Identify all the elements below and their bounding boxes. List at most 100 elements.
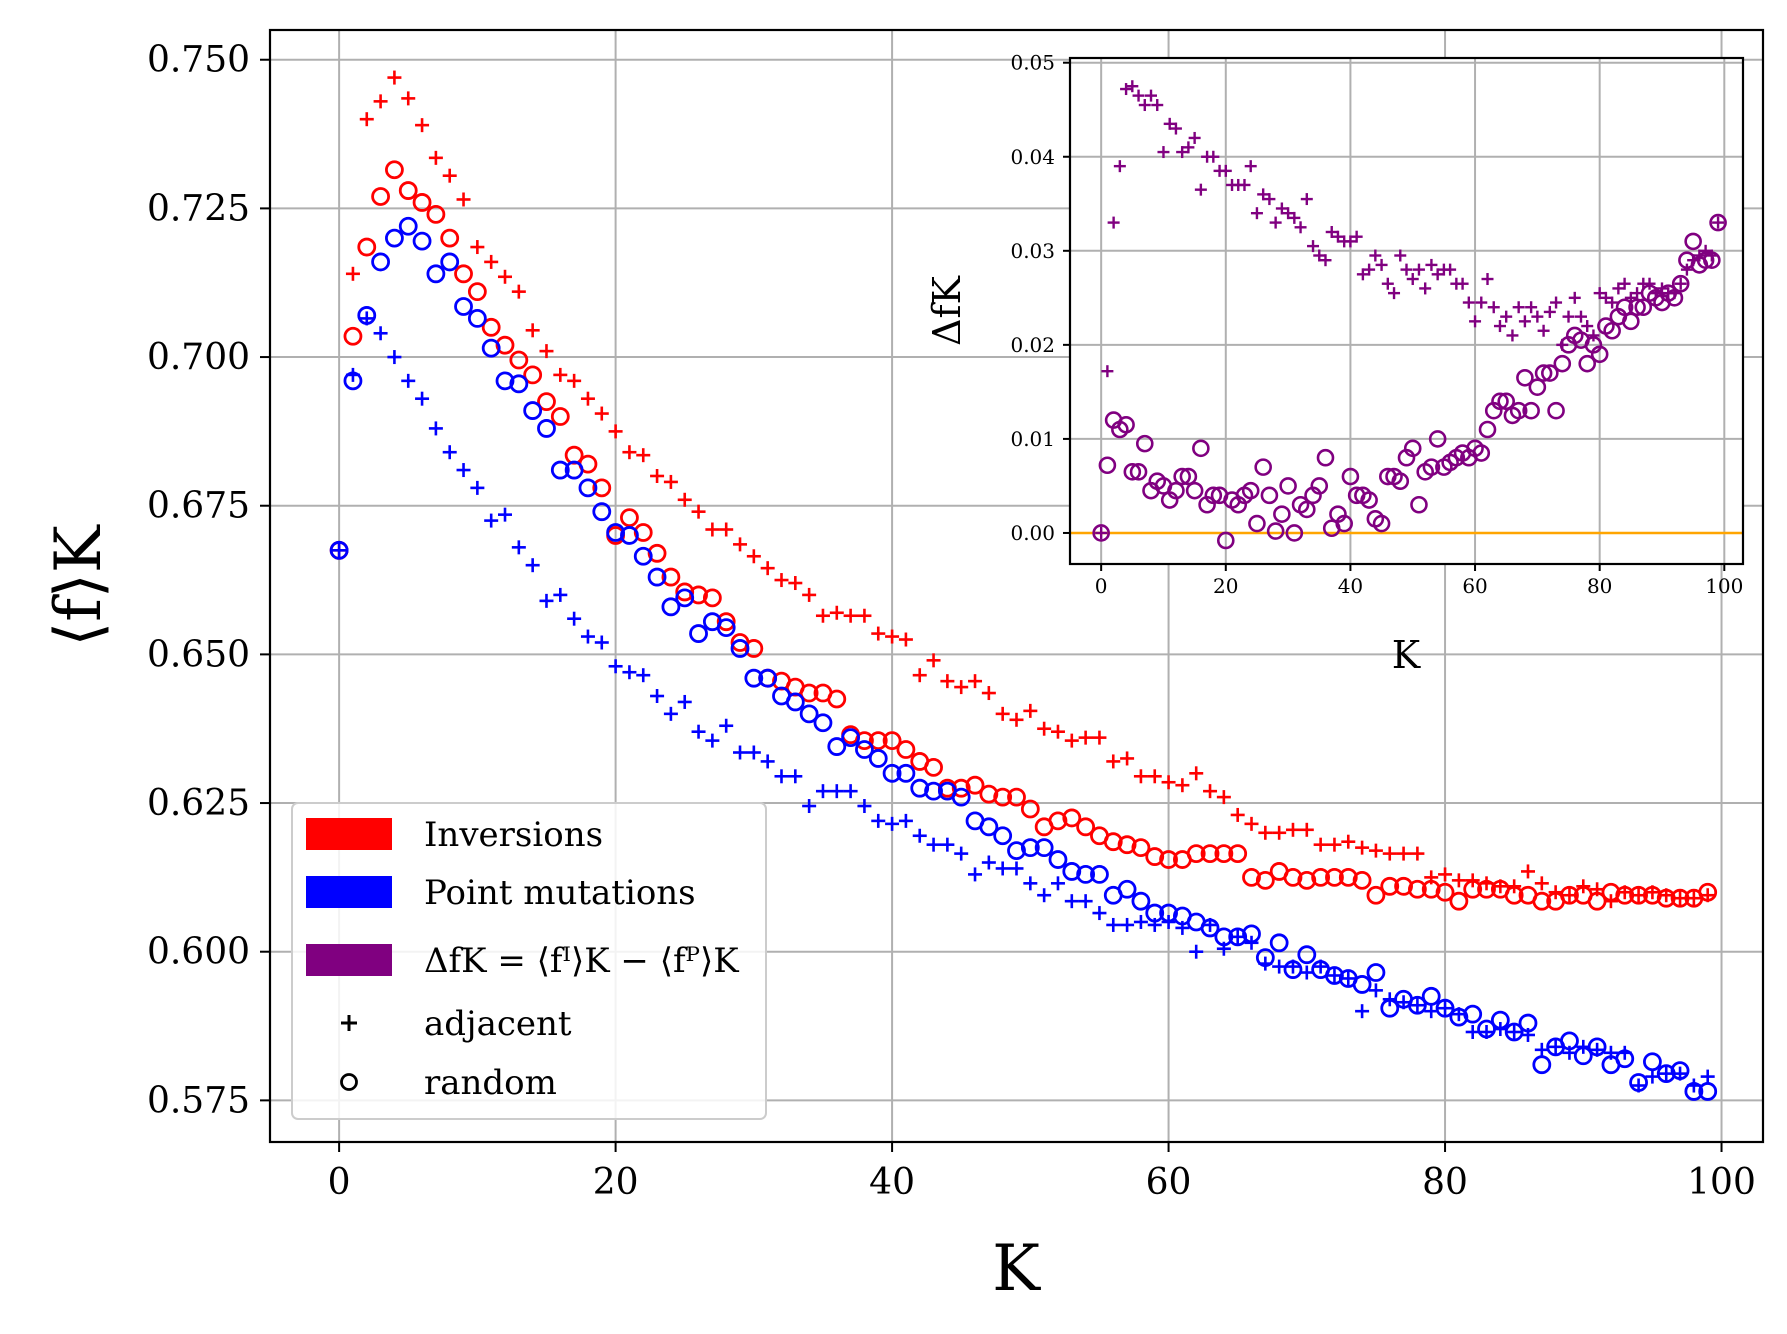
main-point-random [385, 160, 404, 180]
inset-point-adjacent [1269, 216, 1282, 229]
inset-point-random [1098, 456, 1117, 475]
main-point-adjacent [940, 674, 955, 689]
main-point-random [744, 668, 764, 688]
main-point-adjacent [815, 784, 830, 799]
main-point-adjacent [401, 373, 416, 388]
main-point-random [855, 740, 874, 759]
main-point-random [1629, 1073, 1648, 1092]
main-point-random [841, 728, 861, 748]
main-point-random [1228, 927, 1248, 947]
main-data-points [329, 70, 1718, 1101]
main-point-adjacent [1382, 846, 1397, 861]
main-point-adjacent [401, 91, 416, 106]
main-point-random [343, 326, 363, 346]
main-point-adjacent [677, 492, 692, 507]
main-point-adjacent [622, 445, 637, 460]
main-point-random [1255, 870, 1275, 890]
inset-point-adjacent [1444, 263, 1457, 276]
main-point-random [1504, 885, 1524, 905]
main-point-adjacent [456, 463, 471, 478]
main-point-random [509, 374, 529, 394]
inset-point-adjacent [1151, 99, 1164, 112]
main-point-random [827, 737, 847, 756]
main-point-adjacent [650, 468, 665, 483]
inset-point-adjacent [1388, 287, 1401, 300]
main-point-adjacent [1050, 724, 1065, 739]
inset-point-adjacent [1493, 320, 1506, 333]
legend-plus-marker [341, 1015, 357, 1031]
inset-point-adjacent [1250, 207, 1263, 220]
main-point-adjacent [1216, 790, 1231, 805]
main-point-random [550, 407, 570, 426]
main-point-random [979, 817, 999, 837]
main-point-random [1338, 867, 1358, 887]
inset-point-random [1254, 458, 1272, 476]
main-point-adjacent [387, 70, 402, 85]
main-point-random [454, 264, 473, 284]
main-point-random [1573, 1046, 1593, 1066]
inset-point-adjacent [1120, 83, 1133, 96]
inset-point-random [1297, 500, 1316, 519]
inset-point-random [1528, 378, 1547, 396]
inset-point-adjacent [1581, 320, 1594, 333]
main-point-adjacent [788, 576, 803, 591]
main-point-random [357, 237, 377, 257]
inset-point-random [1129, 463, 1148, 481]
legend-label-inversions: Inversions [424, 815, 603, 855]
main-point-random [495, 371, 515, 391]
main-point-random [398, 216, 418, 236]
main-point-adjacent [1548, 1039, 1563, 1054]
inset-point-adjacent [1568, 291, 1581, 304]
main-y-tick-label: 0.625 [147, 783, 250, 824]
inset-point-adjacent [1300, 193, 1313, 206]
main-point-adjacent [580, 629, 595, 644]
main-point-random [924, 781, 943, 801]
inset-point-random [1709, 213, 1727, 232]
inset-point-adjacent [1182, 141, 1195, 154]
main-point-random [1117, 879, 1137, 899]
main-point-adjacent [1133, 769, 1148, 784]
main-point-adjacent [829, 605, 844, 620]
inset-point-random [1185, 481, 1204, 500]
main-point-adjacent [691, 504, 706, 519]
main-point-adjacent [1299, 965, 1314, 980]
main-point-random [1698, 882, 1718, 902]
inset-point-random [1316, 448, 1335, 467]
main-point-adjacent [332, 543, 347, 558]
main-point-adjacent [345, 266, 360, 281]
inset-point-adjacent [1113, 160, 1126, 173]
inset-y-tick-label: 0.03 [1010, 239, 1055, 263]
main-point-adjacent [553, 367, 568, 382]
main-point-random [896, 763, 916, 783]
main-point-random [1007, 787, 1026, 807]
main-point-adjacent [885, 816, 900, 831]
main-point-random [440, 252, 460, 272]
main-point-adjacent [1175, 778, 1190, 793]
main-point-adjacent [1009, 861, 1024, 876]
main-point-adjacent [1258, 825, 1273, 840]
main-point-random [1159, 903, 1178, 923]
legend-patch-inversions [306, 818, 392, 850]
main-point-adjacent [1078, 730, 1093, 745]
main-point-random [1352, 870, 1372, 890]
main-point-adjacent [470, 480, 485, 495]
main-point-adjacent [553, 587, 568, 602]
main-point-random [675, 582, 695, 602]
main-point-random [633, 546, 653, 566]
main-point-random [578, 478, 598, 498]
main-point-adjacent [954, 846, 969, 861]
main-point-random [1090, 865, 1109, 884]
main-point-adjacent [940, 837, 955, 852]
main-point-adjacent [1410, 998, 1425, 1013]
main-point-random [537, 419, 556, 438]
main-point-adjacent [1451, 873, 1466, 888]
main-point-random [1504, 1022, 1524, 1042]
main-point-adjacent [567, 373, 582, 388]
main-point-random [1048, 811, 1068, 831]
main-point-random [1228, 844, 1248, 863]
main-point-adjacent [663, 474, 678, 489]
main-point-random [1532, 1055, 1552, 1075]
main-point-random [550, 460, 570, 480]
inset-point-adjacent [1101, 365, 1114, 378]
main-point-random [1034, 838, 1054, 858]
